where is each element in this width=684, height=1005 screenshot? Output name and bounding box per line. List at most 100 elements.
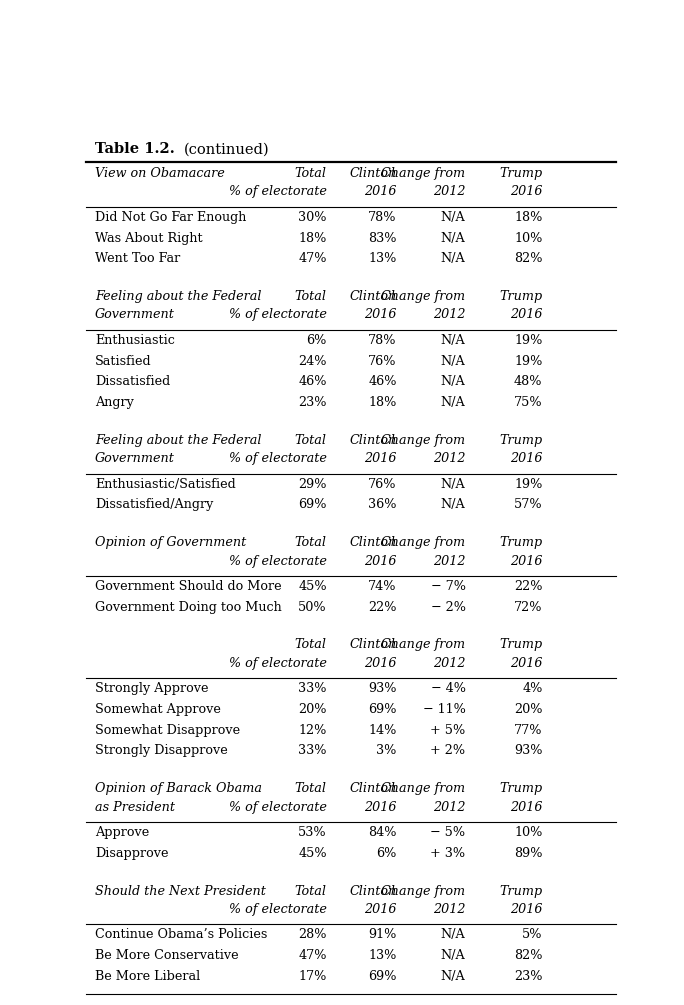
- Text: 6%: 6%: [376, 847, 397, 860]
- Text: 19%: 19%: [514, 334, 542, 347]
- Text: 17%: 17%: [298, 970, 327, 983]
- Text: Clinton: Clinton: [350, 884, 397, 897]
- Text: 84%: 84%: [368, 826, 397, 839]
- Text: 47%: 47%: [298, 949, 327, 962]
- Text: Was About Right: Was About Right: [95, 231, 202, 244]
- Text: 69%: 69%: [368, 970, 397, 983]
- Text: 82%: 82%: [514, 949, 542, 962]
- Text: + 2%: + 2%: [430, 745, 466, 758]
- Text: Somewhat Approve: Somewhat Approve: [95, 704, 221, 716]
- Text: Did Not Go Far Enough: Did Not Go Far Enough: [95, 211, 246, 224]
- Text: % of electorate: % of electorate: [229, 309, 327, 322]
- Text: 89%: 89%: [514, 847, 542, 860]
- Text: (continued): (continued): [183, 143, 269, 156]
- Text: Clinton: Clinton: [350, 638, 397, 651]
- Text: 24%: 24%: [298, 355, 327, 368]
- Text: 3%: 3%: [376, 745, 397, 758]
- Text: 2012: 2012: [433, 801, 466, 814]
- Text: 45%: 45%: [298, 580, 327, 593]
- Text: Feeling about the Federal: Feeling about the Federal: [95, 434, 261, 447]
- Text: 12%: 12%: [298, 724, 327, 737]
- Text: 2016: 2016: [510, 555, 542, 568]
- Text: % of electorate: % of electorate: [229, 902, 327, 916]
- Text: 2016: 2016: [364, 186, 397, 198]
- Text: + 3%: + 3%: [430, 847, 466, 860]
- Text: % of electorate: % of electorate: [229, 186, 327, 198]
- Text: 10%: 10%: [514, 231, 542, 244]
- Text: 74%: 74%: [368, 580, 397, 593]
- Text: N/A: N/A: [440, 929, 466, 942]
- Text: 75%: 75%: [514, 396, 542, 409]
- Text: Total: Total: [295, 782, 327, 795]
- Text: Dissatisfied/Angry: Dissatisfied/Angry: [95, 498, 213, 512]
- Text: 2016: 2016: [510, 309, 542, 322]
- Text: 33%: 33%: [298, 682, 327, 695]
- Text: 69%: 69%: [298, 498, 327, 512]
- Text: % of electorate: % of electorate: [229, 555, 327, 568]
- Text: 2016: 2016: [510, 452, 542, 465]
- Text: Trump: Trump: [499, 167, 542, 180]
- Text: Total: Total: [295, 290, 327, 304]
- Text: 23%: 23%: [298, 396, 327, 409]
- Text: Clinton: Clinton: [350, 167, 397, 180]
- Text: Continue Obama’s Policies: Continue Obama’s Policies: [95, 929, 267, 942]
- Text: 18%: 18%: [298, 231, 327, 244]
- Text: 2012: 2012: [433, 657, 466, 670]
- Text: Went Too Far: Went Too Far: [95, 252, 181, 265]
- Text: 13%: 13%: [368, 252, 397, 265]
- Text: Total: Total: [295, 167, 327, 180]
- Text: 47%: 47%: [298, 252, 327, 265]
- Text: Be More Liberal: Be More Liberal: [95, 970, 200, 983]
- Text: Trump: Trump: [499, 434, 542, 447]
- Text: 6%: 6%: [306, 334, 327, 347]
- Text: Change from: Change from: [382, 884, 466, 897]
- Text: − 5%: − 5%: [430, 826, 466, 839]
- Text: 91%: 91%: [368, 929, 397, 942]
- Text: 72%: 72%: [514, 601, 542, 614]
- Text: 2016: 2016: [364, 657, 397, 670]
- Text: 2012: 2012: [433, 902, 466, 916]
- Text: Approve: Approve: [95, 826, 149, 839]
- Text: N/A: N/A: [440, 970, 466, 983]
- Text: Clinton: Clinton: [350, 434, 397, 447]
- Text: 10%: 10%: [514, 826, 542, 839]
- Text: Feeling about the Federal: Feeling about the Federal: [95, 290, 261, 304]
- Text: Clinton: Clinton: [350, 782, 397, 795]
- Text: 14%: 14%: [368, 724, 397, 737]
- Text: Table 1.2.: Table 1.2.: [95, 143, 175, 156]
- Text: 30%: 30%: [298, 211, 327, 224]
- Text: 93%: 93%: [368, 682, 397, 695]
- Text: Strongly Approve: Strongly Approve: [95, 682, 209, 695]
- Text: 20%: 20%: [514, 704, 542, 716]
- Text: + 5%: + 5%: [430, 724, 466, 737]
- Text: N/A: N/A: [440, 477, 466, 490]
- Text: Total: Total: [295, 884, 327, 897]
- Text: 2016: 2016: [510, 186, 542, 198]
- Text: Change from: Change from: [382, 290, 466, 304]
- Text: 2012: 2012: [433, 555, 466, 568]
- Text: Angry: Angry: [95, 396, 134, 409]
- Text: 82%: 82%: [514, 252, 542, 265]
- Text: Trump: Trump: [499, 638, 542, 651]
- Text: % of electorate: % of electorate: [229, 657, 327, 670]
- Text: Trump: Trump: [499, 290, 542, 304]
- Text: 45%: 45%: [298, 847, 327, 860]
- Text: − 7%: − 7%: [431, 580, 466, 593]
- Text: as President: as President: [95, 801, 175, 814]
- Text: 93%: 93%: [514, 745, 542, 758]
- Text: Government Doing too Much: Government Doing too Much: [95, 601, 282, 614]
- Text: 46%: 46%: [368, 375, 397, 388]
- Text: 22%: 22%: [368, 601, 397, 614]
- Text: N/A: N/A: [440, 231, 466, 244]
- Text: 19%: 19%: [514, 477, 542, 490]
- Text: Trump: Trump: [499, 536, 542, 549]
- Text: 2016: 2016: [510, 902, 542, 916]
- Text: Opinion of Government: Opinion of Government: [95, 536, 246, 549]
- Text: 29%: 29%: [298, 477, 327, 490]
- Text: 76%: 76%: [368, 477, 397, 490]
- Text: 36%: 36%: [368, 498, 397, 512]
- Text: View on Obamacare: View on Obamacare: [95, 167, 225, 180]
- Text: 53%: 53%: [298, 826, 327, 839]
- Text: N/A: N/A: [440, 396, 466, 409]
- Text: 19%: 19%: [514, 355, 542, 368]
